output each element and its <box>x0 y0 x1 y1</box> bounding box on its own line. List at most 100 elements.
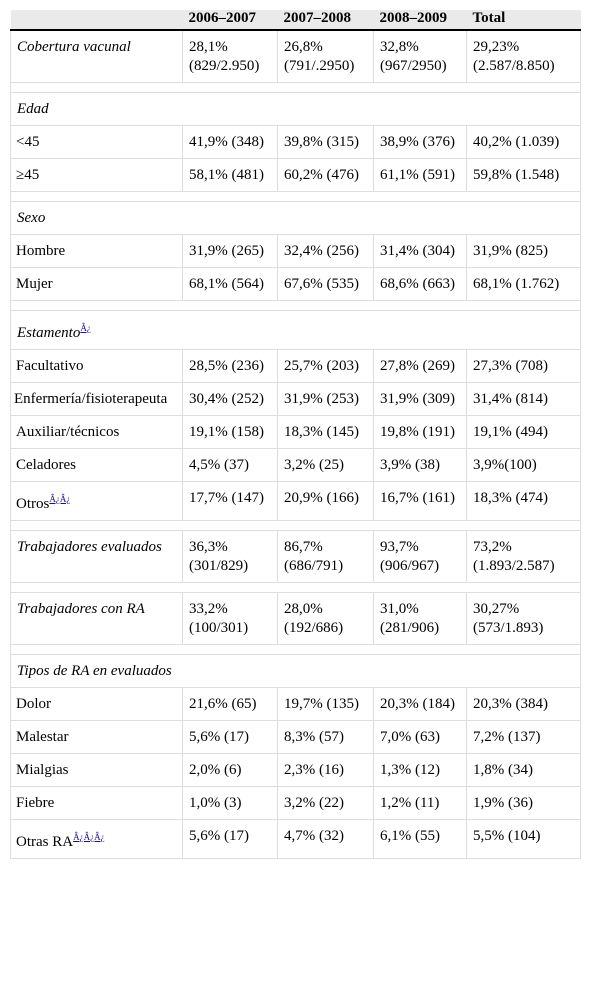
table-row-facultativo: Facultativo 28,5% (236) 25,7% (203) 27,8… <box>10 349 581 383</box>
row-label: Celadores <box>10 448 183 482</box>
row-label: Auxiliar/técnicos <box>10 415 183 449</box>
table-row-malestar: Malestar 5,6% (17) 8,3% (57) 7,0% (63) 7… <box>10 720 581 754</box>
cell-value: 31,4% (814) <box>466 382 581 416</box>
table-row-otras-ra: Otras RAÂ¿Â¿Â¿ 5,6% (17) 4,7% (32) 6,1% … <box>10 819 581 859</box>
spacer-row <box>10 82 581 93</box>
row-label: ≥45 <box>10 158 183 192</box>
row-label-text: Otras RA <box>16 834 74 850</box>
cell-value: 28,1% (829/2.950) <box>182 30 278 83</box>
cell-value: 1,0% (3) <box>182 786 278 820</box>
table-row-hombre: Hombre 31,9% (265) 32,4% (256) 31,4% (30… <box>10 234 581 268</box>
cell-value: 2,0% (6) <box>182 753 278 787</box>
table-row-dolor: Dolor 21,6% (65) 19,7% (135) 20,3% (184)… <box>10 687 581 721</box>
row-label: Mujer <box>10 267 183 301</box>
cell-value: 18,3% (474) <box>466 481 581 521</box>
row-label: <45 <box>10 125 183 159</box>
spacer-row <box>10 582 581 593</box>
table-row-cobertura: Cobertura vacunal 28,1% (829/2.950) 26,8… <box>10 30 581 83</box>
section-heading: Tipos de RA en evaluados <box>10 654 581 688</box>
cell-value: 36,3% (301/829) <box>182 530 278 583</box>
cell-value: 31,9% (825) <box>466 234 581 268</box>
section-heading: EstamentoÂ¿ <box>10 310 581 350</box>
cell-value: 41,9% (348) <box>182 125 278 159</box>
cell-value: 21,6% (65) <box>182 687 278 721</box>
cell-value: 31,4% (304) <box>373 234 467 268</box>
cell-value: 60,2% (476) <box>277 158 374 192</box>
cell-value: 30,4% (252) <box>182 382 278 416</box>
cell-value: 19,1% (494) <box>466 415 581 449</box>
cell-value: 61,1% (591) <box>373 158 467 192</box>
cell-value: 19,1% (158) <box>182 415 278 449</box>
table-row-lt45: <45 41,9% (348) 39,8% (315) 38,9% (376) … <box>10 125 581 159</box>
cell-value: 26,8% (791/.2950) <box>277 30 374 83</box>
cell-value: 28,5% (236) <box>182 349 278 383</box>
row-label: Trabajadores evaluados <box>10 530 183 583</box>
row-label: Cobertura vacunal <box>10 30 183 83</box>
cell-value: 4,5% (37) <box>182 448 278 482</box>
table-row-ge45: ≥45 58,1% (481) 60,2% (476) 61,1% (591) … <box>10 158 581 192</box>
row-label: Dolor <box>10 687 183 721</box>
footnote-link[interactable]: Â¿Â¿ <box>49 494 71 504</box>
cell-value: 1,8% (34) <box>466 753 581 787</box>
header-total: Total <box>466 10 581 31</box>
section-heading: Edad <box>10 92 581 126</box>
section-heading-label: Estamento <box>17 325 81 341</box>
cell-value: 32,4% (256) <box>277 234 374 268</box>
table-row-edad-heading: Edad <box>10 92 581 126</box>
row-label: OtrosÂ¿Â¿ <box>10 481 183 521</box>
cell-value: 7,2% (137) <box>466 720 581 754</box>
cell-value: 1,9% (36) <box>466 786 581 820</box>
table-row-estamento-heading: EstamentoÂ¿ <box>10 310 581 350</box>
footnote-link[interactable]: Â¿ <box>80 323 91 333</box>
cell-value: 25,7% (203) <box>277 349 374 383</box>
cell-value: 59,8% (1.548) <box>466 158 581 192</box>
cell-value: 2,3% (16) <box>277 753 374 787</box>
table-row-enfermeria: Enfermería/fisioterapeuta 30,4% (252) 31… <box>10 382 581 416</box>
table-row-celadores: Celadores 4,5% (37) 3,2% (25) 3,9% (38) … <box>10 448 581 482</box>
cell-value: 17,7% (147) <box>182 481 278 521</box>
table-row-auxiliar: Auxiliar/técnicos 19,1% (158) 18,3% (145… <box>10 415 581 449</box>
table-row-otros: OtrosÂ¿Â¿ 17,7% (147) 20,9% (166) 16,7% … <box>10 481 581 521</box>
row-label: Enfermería/fisioterapeuta <box>10 382 183 416</box>
table-row-evaluados: Trabajadores evaluados 36,3% (301/829) 8… <box>10 530 581 583</box>
cell-value: 30,27% (573/1.893) <box>466 592 581 645</box>
spacer-row <box>10 191 581 202</box>
cell-value: 6,1% (55) <box>373 819 467 859</box>
cell-value: 68,1% (564) <box>182 267 278 301</box>
row-label: Malestar <box>10 720 183 754</box>
table-row-tipos-heading: Tipos de RA en evaluados <box>10 654 581 688</box>
cell-value: 31,9% (253) <box>277 382 374 416</box>
header-2007-2008: 2007–2008 <box>277 10 374 31</box>
cell-value: 20,3% (384) <box>466 687 581 721</box>
cell-value: 40,2% (1.039) <box>466 125 581 159</box>
footnote-link[interactable]: Â¿Â¿Â¿ <box>73 832 105 842</box>
spacer-row <box>10 520 581 531</box>
cell-value: 18,3% (145) <box>277 415 374 449</box>
cell-value: 33,2% (100/301) <box>182 592 278 645</box>
header-2008-2009: 2008–2009 <box>373 10 467 31</box>
row-label-text: Otros <box>16 496 50 512</box>
cell-value: 29,23% (2.587/8.850) <box>466 30 581 83</box>
cell-value: 27,3% (708) <box>466 349 581 383</box>
table-header-row: 2006–2007 2007–2008 2008–2009 Total <box>10 10 581 31</box>
cell-value: 93,7% (906/967) <box>373 530 467 583</box>
cell-value: 3,9% (38) <box>373 448 467 482</box>
cell-value: 4,7% (32) <box>277 819 374 859</box>
row-label: Fiebre <box>10 786 183 820</box>
row-label: Hombre <box>10 234 183 268</box>
cell-value: 68,1% (1.762) <box>466 267 581 301</box>
cell-value: 27,8% (269) <box>373 349 467 383</box>
row-label: Mialgias <box>10 753 183 787</box>
cell-value: 67,6% (535) <box>277 267 374 301</box>
spacer-row <box>10 644 581 655</box>
vaccination-table: 2006–2007 2007–2008 2008–2009 Total Cobe… <box>10 10 581 859</box>
cell-value: 39,8% (315) <box>277 125 374 159</box>
cell-value: 32,8% (967/2950) <box>373 30 467 83</box>
cell-value: 73,2% (1.893/2.587) <box>466 530 581 583</box>
cell-value: 68,6% (663) <box>373 267 467 301</box>
row-label: Facultativo <box>10 349 183 383</box>
cell-value: 3,2% (25) <box>277 448 374 482</box>
table-row-mujer: Mujer 68,1% (564) 67,6% (535) 68,6% (663… <box>10 267 581 301</box>
cell-value: 1,2% (11) <box>373 786 467 820</box>
cell-value: 19,7% (135) <box>277 687 374 721</box>
